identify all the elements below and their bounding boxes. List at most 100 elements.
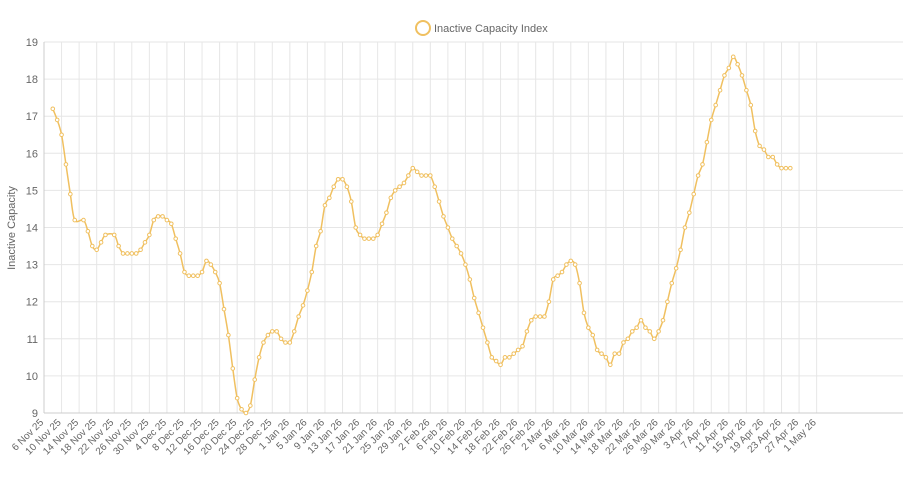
data-point[interactable] [111, 232, 117, 238]
data-point[interactable] [726, 65, 732, 71]
data-point[interactable] [283, 340, 288, 345]
data-point[interactable] [634, 325, 639, 330]
data-point[interactable] [151, 217, 157, 223]
data-point[interactable] [164, 217, 170, 223]
data-point[interactable] [471, 295, 477, 301]
data-point[interactable] [103, 232, 108, 238]
data-point[interactable] [546, 299, 552, 305]
data-point[interactable] [340, 176, 345, 182]
data-point[interactable] [327, 195, 332, 201]
data-point[interactable] [687, 210, 692, 215]
data-point[interactable] [406, 173, 411, 178]
data-point[interactable] [344, 184, 350, 189]
data-point[interactable] [261, 340, 266, 345]
data-point[interactable] [612, 351, 618, 356]
data-point[interactable] [783, 165, 789, 171]
data-point[interactable] [230, 366, 236, 371]
data-point[interactable] [217, 280, 222, 286]
data-point[interactable] [559, 269, 565, 275]
data-point[interactable] [436, 199, 442, 204]
data-point[interactable] [322, 202, 328, 208]
data-point[interactable] [133, 251, 139, 256]
data-point[interactable] [708, 117, 714, 123]
data-point[interactable] [748, 102, 754, 108]
data-point[interactable] [493, 358, 499, 364]
data-point[interactable] [779, 165, 784, 171]
data-point[interactable] [269, 329, 275, 334]
data-point[interactable] [300, 303, 306, 308]
data-point[interactable] [739, 73, 745, 78]
data-point[interactable] [616, 351, 622, 356]
data-point[interactable] [274, 329, 279, 334]
data-point[interactable] [349, 199, 354, 204]
data-point[interactable] [594, 347, 600, 353]
data-point[interactable] [252, 377, 258, 382]
data-point[interactable] [366, 236, 372, 241]
data-point[interactable] [520, 343, 525, 349]
data-point[interactable] [182, 269, 187, 275]
data-point[interactable] [204, 258, 209, 264]
data-point[interactable] [665, 299, 670, 305]
data-point[interactable] [419, 173, 424, 178]
data-point[interactable] [550, 277, 556, 282]
data-point[interactable] [638, 317, 644, 323]
data-point[interactable] [85, 228, 91, 234]
data-point[interactable] [234, 395, 240, 401]
data-point[interactable] [428, 173, 433, 178]
data-point[interactable] [397, 184, 402, 189]
data-point[interactable] [296, 314, 301, 319]
data-point[interactable] [116, 243, 121, 249]
data-point[interactable] [564, 262, 569, 267]
data-point[interactable] [577, 280, 582, 286]
data-point[interactable] [186, 273, 192, 279]
data-point[interactable] [432, 184, 438, 189]
data-point[interactable] [287, 340, 293, 345]
data-point[interactable] [54, 117, 60, 123]
data-point[interactable] [441, 214, 446, 219]
data-point[interactable] [458, 251, 464, 256]
data-point[interactable] [125, 251, 130, 256]
data-point[interactable] [524, 329, 530, 334]
data-point[interactable] [243, 410, 249, 416]
data-point[interactable] [445, 225, 451, 230]
data-point[interactable] [305, 288, 310, 293]
data-point[interactable] [502, 355, 508, 360]
data-point[interactable] [379, 221, 385, 227]
data-point[interactable] [713, 102, 718, 108]
data-point[interactable] [309, 269, 315, 275]
data-point[interactable] [730, 54, 736, 60]
data-point[interactable] [669, 280, 675, 286]
data-point[interactable] [586, 325, 591, 330]
data-point[interactable] [608, 362, 613, 368]
data-point[interactable] [700, 162, 705, 167]
data-point[interactable] [533, 314, 538, 319]
data-point[interactable] [59, 132, 64, 138]
data-point[interactable] [212, 269, 218, 275]
data-point[interactable] [651, 336, 657, 342]
data-point[interactable] [476, 310, 481, 316]
data-point[interactable] [621, 340, 626, 345]
data-point[interactable] [643, 325, 648, 330]
data-point[interactable] [81, 217, 86, 223]
data-point[interactable] [467, 277, 473, 282]
data-point[interactable] [656, 329, 661, 334]
data-point[interactable] [120, 251, 126, 256]
data-point[interactable] [498, 362, 503, 368]
data-point[interactable] [256, 355, 262, 360]
data-point[interactable] [489, 355, 495, 360]
data-point[interactable] [278, 336, 284, 342]
data-point[interactable] [572, 262, 578, 267]
data-point[interactable] [331, 184, 337, 189]
data-point[interactable] [449, 236, 455, 241]
data-point[interactable] [581, 310, 587, 316]
data-point[interactable] [410, 165, 416, 171]
data-point[interactable] [384, 210, 389, 215]
data-point[interactable] [169, 221, 174, 227]
data-point[interactable] [507, 355, 512, 360]
data-point[interactable] [774, 162, 780, 167]
data-point[interactable] [528, 317, 534, 323]
data-point[interactable] [761, 147, 767, 152]
data-point[interactable] [138, 247, 143, 253]
data-point[interactable] [98, 240, 104, 245]
data-point[interactable] [463, 262, 468, 267]
